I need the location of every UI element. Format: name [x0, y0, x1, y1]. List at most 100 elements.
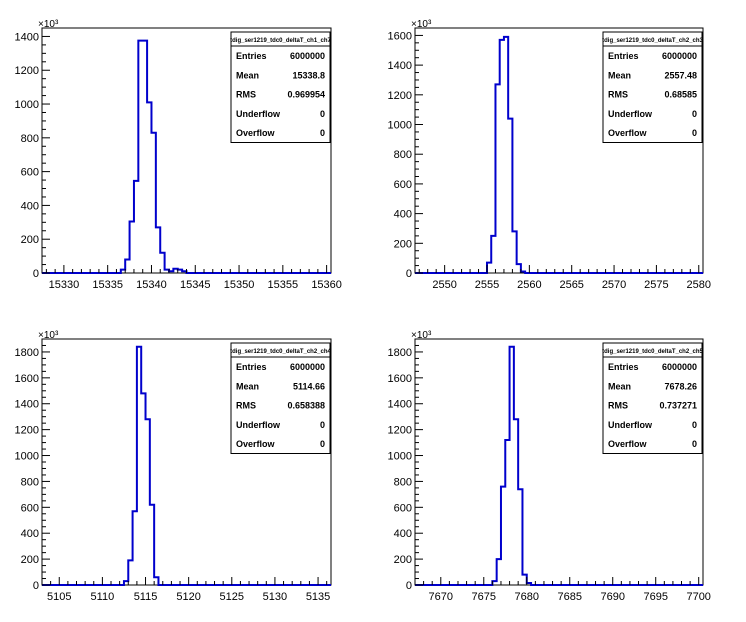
x-tick-label: 15335 — [92, 279, 123, 291]
x-tick-label: 5135 — [306, 591, 330, 603]
y-tick-label: 400 — [394, 528, 412, 540]
y-tick-label: 1400 — [15, 31, 39, 43]
y-tick-label: 1600 — [388, 30, 412, 42]
x-tick-label: 2575 — [644, 279, 668, 291]
x-tick-label: 15345 — [180, 279, 211, 291]
stat-label: Entries — [236, 51, 267, 61]
stat-label: Entries — [236, 362, 267, 372]
x-tick-label: 7675 — [472, 591, 496, 603]
x-tick-label: 15360 — [311, 279, 342, 291]
histogram-line — [415, 35, 703, 274]
x-tick-label: 5120 — [176, 591, 200, 603]
y-tick-label: 200 — [394, 238, 412, 250]
x-tick-label: 5105 — [47, 591, 71, 603]
y-tick-label: 800 — [21, 133, 39, 145]
histogram-line — [42, 345, 331, 586]
y-tick-label: 1000 — [15, 99, 39, 111]
stat-label: Entries — [608, 362, 639, 372]
x-tick-label: 2555 — [475, 279, 499, 291]
y-tick-label: 0 — [33, 268, 39, 280]
stat-value: 15338.8 — [292, 70, 325, 80]
y-tick-label: 1200 — [388, 90, 412, 102]
stat-label: Mean — [608, 70, 631, 80]
y-tick-label: 1800 — [388, 347, 412, 359]
stat-value: 0 — [320, 420, 325, 430]
stat-label: Mean — [608, 381, 631, 391]
x-tick-label: 15330 — [49, 279, 80, 291]
y-tick-label: 800 — [394, 476, 412, 488]
x-tick-label: 5130 — [263, 591, 287, 603]
stat-value: 0 — [692, 439, 697, 449]
y-tick-label: 400 — [394, 209, 412, 221]
stat-value: 0 — [320, 109, 325, 119]
y-tick-label: 1400 — [15, 399, 39, 411]
stat-label: RMS — [608, 401, 628, 411]
histogram-pad-1: 0 200 400 600 800 1000 1200 1400 15330 15335 15340… — [15, 19, 342, 291]
stat-value: 0.737271 — [659, 401, 697, 411]
x-tick-label: 15340 — [136, 279, 167, 291]
x-tick-label: 5110 — [91, 591, 115, 603]
y-tick-label: 0 — [406, 580, 412, 592]
stat-value: 0 — [692, 109, 697, 119]
stat-value: 0.68585 — [664, 90, 697, 100]
x-tick-label: 2565 — [559, 279, 583, 291]
y-tick-label: 400 — [21, 528, 39, 540]
stat-label: Overflow — [608, 128, 648, 138]
y-tick-label: 800 — [21, 476, 39, 488]
stats-box-frame — [602, 31, 703, 143]
stats-box: tdig_ser1219_tdc0_deltaT_ch2_ch5 Entries 6… — [602, 342, 704, 454]
stat-value: 0.658388 — [287, 401, 325, 411]
stat-value: 2557.48 — [664, 70, 697, 80]
y-tick-label: 400 — [21, 200, 39, 212]
y-tick-label: 600 — [21, 167, 39, 179]
x-tick-label: 7685 — [558, 591, 582, 603]
x-tick-label: 2570 — [602, 279, 626, 291]
stat-label: RMS — [236, 90, 256, 100]
stat-value: 6000000 — [290, 362, 325, 372]
stat-label: Entries — [608, 51, 639, 61]
y-tick-label: 0 — [33, 580, 39, 592]
x-tick-label: 15355 — [268, 279, 299, 291]
stats-title: tdig_ser1219_tdc0_deltaT_ch2_ch3 — [602, 38, 703, 44]
y-axis-multiplier: ×10³ — [411, 19, 432, 30]
y-tick-label: 200 — [21, 554, 39, 566]
stat-label: Underflow — [236, 109, 281, 119]
stat-value: 6000000 — [662, 51, 697, 61]
stats-title: tdig_ser1219_tdc0_deltaT_ch2_ch4 — [230, 349, 331, 355]
stat-label: Underflow — [608, 420, 653, 430]
stat-value: 0 — [692, 420, 697, 430]
y-tick-label: 800 — [394, 149, 412, 161]
stats-box-frame — [602, 342, 703, 454]
stat-value: 6000000 — [662, 362, 697, 372]
x-tick-label: 7680 — [515, 591, 539, 603]
stat-value: 0.969954 — [287, 90, 325, 100]
stat-label: Underflow — [236, 420, 281, 430]
stat-value: 0 — [692, 128, 697, 138]
stat-label: RMS — [608, 90, 628, 100]
y-tick-label: 1000 — [388, 120, 412, 132]
stats-title: tdig_ser1219_tdc0_deltaT_ch2_ch5 — [602, 349, 703, 355]
x-tick-label: 15350 — [224, 279, 255, 291]
y-tick-label: 1200 — [15, 65, 39, 77]
y-tick-label: 1800 — [15, 347, 39, 359]
stat-label: Mean — [236, 381, 259, 391]
y-tick-label: 1600 — [15, 373, 39, 385]
y-tick-label: 1200 — [388, 425, 412, 437]
stats-box: tdig_ser1219_tdc0_deltaT_ch1_ch7 Entries 6… — [230, 31, 332, 143]
y-tick-label: 200 — [21, 234, 39, 246]
x-tick-label: 7690 — [600, 591, 624, 603]
x-tick-label: 7670 — [429, 591, 453, 603]
stats-box-frame — [230, 31, 331, 143]
y-axis-multiplier: ×10³ — [38, 19, 59, 30]
stat-value: 7678.26 — [664, 381, 697, 391]
stat-value: 5114.66 — [293, 381, 325, 391]
stat-label: Underflow — [608, 109, 653, 119]
stats-box-frame — [230, 342, 331, 454]
histogram-pad-2: 0 200 400 600 800 1000 1200 1400 1600 2550 2555 256… — [388, 19, 711, 291]
y-tick-label: 1400 — [388, 399, 412, 411]
y-tick-label: 600 — [394, 502, 412, 514]
y-tick-label: 1200 — [15, 425, 39, 437]
x-tick-label: 2550 — [432, 279, 456, 291]
stats-title: tdig_ser1219_tdc0_deltaT_ch1_ch7 — [230, 38, 331, 44]
